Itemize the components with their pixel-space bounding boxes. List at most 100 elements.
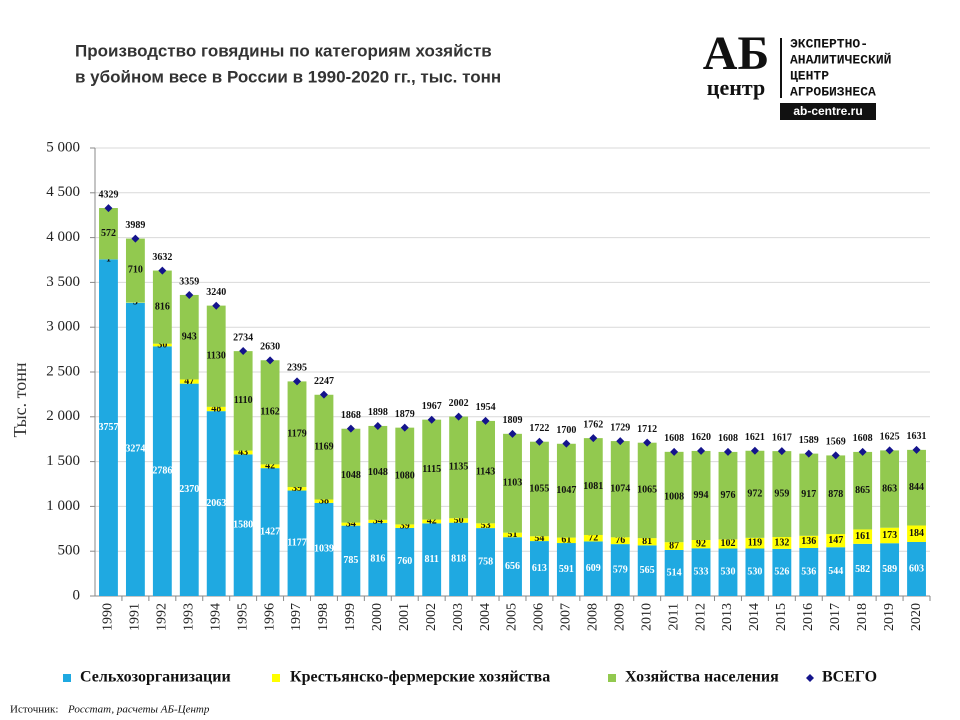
total-label: 1631 bbox=[907, 431, 927, 442]
bar-segment bbox=[233, 351, 253, 451]
total-marker bbox=[616, 437, 625, 446]
bar-segment bbox=[718, 548, 738, 596]
data-label: 844 bbox=[909, 482, 924, 493]
total-marker bbox=[131, 234, 140, 243]
x-tick-label: 2001 bbox=[397, 603, 412, 631]
data-label: 42 bbox=[427, 516, 437, 527]
y-tick-label: 2 000 bbox=[46, 408, 80, 424]
total-marker bbox=[508, 429, 517, 438]
x-tick-label: 1992 bbox=[155, 603, 170, 631]
data-label: 47 bbox=[184, 376, 194, 387]
data-label: 514 bbox=[667, 567, 682, 578]
bar-segment bbox=[907, 541, 926, 596]
bar-segment bbox=[772, 548, 792, 596]
bar-segment bbox=[556, 543, 576, 596]
y-tick-label: 0 bbox=[73, 587, 81, 603]
bar-segment bbox=[206, 406, 226, 412]
bar-segment bbox=[206, 411, 226, 596]
bar-segment bbox=[691, 548, 711, 596]
bar-segment bbox=[422, 419, 442, 520]
data-label: 609 bbox=[586, 563, 601, 574]
x-tick-label: 2009 bbox=[612, 603, 627, 631]
data-label: 184 bbox=[909, 528, 924, 539]
x-tick-label: 2004 bbox=[478, 603, 493, 631]
bar-segment bbox=[664, 549, 684, 596]
data-label: 865 bbox=[855, 485, 870, 496]
bar-segment bbox=[314, 499, 334, 503]
total-label: 1589 bbox=[799, 435, 819, 446]
bar-segment bbox=[260, 464, 280, 469]
data-label: 589 bbox=[882, 564, 897, 575]
total-label: 1608 bbox=[718, 433, 738, 444]
total-marker bbox=[104, 204, 113, 213]
total-label: 1625 bbox=[880, 432, 900, 443]
bar-segment bbox=[826, 455, 846, 535]
data-label: 994 bbox=[694, 490, 709, 501]
y-tick-label: 1 000 bbox=[46, 498, 80, 514]
data-label: 102 bbox=[720, 538, 735, 549]
bar-segment bbox=[853, 543, 873, 596]
x-tick-label: 2016 bbox=[801, 603, 816, 631]
bar-segment bbox=[341, 522, 361, 526]
bar-segment bbox=[718, 451, 738, 540]
source-text: Росстат, расчеты АБ-Центр bbox=[67, 704, 210, 716]
total-marker bbox=[427, 415, 436, 424]
total-marker bbox=[670, 447, 679, 456]
data-label: 591 bbox=[559, 564, 574, 575]
total-marker bbox=[697, 446, 706, 455]
bar-segment bbox=[691, 450, 711, 540]
bar-segment bbox=[503, 537, 522, 596]
total-label: 3989 bbox=[125, 220, 145, 231]
data-label: 2786 bbox=[152, 465, 172, 476]
bar-segment bbox=[233, 454, 253, 596]
data-label: 526 bbox=[774, 567, 789, 578]
data-label: 39 bbox=[400, 520, 410, 531]
x-tick-label: 1994 bbox=[208, 603, 223, 631]
bar-segment bbox=[530, 541, 549, 596]
x-tick-label: 2008 bbox=[586, 603, 601, 631]
data-label: 811 bbox=[424, 554, 438, 565]
bar-segment bbox=[772, 451, 792, 538]
bar-segment bbox=[826, 547, 846, 596]
data-label: 917 bbox=[801, 489, 816, 500]
x-tick-label: 2011 bbox=[666, 603, 681, 630]
bar-segment bbox=[341, 428, 361, 523]
total-marker bbox=[858, 447, 867, 456]
data-label: 572 bbox=[101, 228, 116, 239]
x-tick-label: 2018 bbox=[855, 603, 870, 631]
data-label: 48 bbox=[211, 403, 221, 414]
bar-segment bbox=[637, 442, 657, 539]
bar-segment bbox=[826, 534, 846, 548]
data-label: 816 bbox=[370, 554, 385, 565]
data-label: 1162 bbox=[260, 407, 279, 418]
bar-segment bbox=[179, 379, 199, 384]
total-label: 1868 bbox=[341, 410, 361, 421]
bar-segment bbox=[664, 451, 684, 543]
total-label: 2247 bbox=[314, 376, 334, 387]
bar-segment bbox=[907, 449, 926, 526]
total-label: 1569 bbox=[826, 437, 846, 448]
chart-title: Производство говядины по категориям хозя… bbox=[75, 41, 492, 60]
x-tick-label: 2007 bbox=[559, 603, 574, 631]
data-label: 972 bbox=[747, 489, 762, 500]
total-marker bbox=[589, 434, 598, 443]
total-label: 1621 bbox=[745, 432, 765, 443]
y-tick-label: 3 500 bbox=[46, 274, 80, 290]
data-label: 760 bbox=[397, 556, 412, 567]
legend-swatch bbox=[272, 674, 280, 682]
data-label: 1103 bbox=[503, 478, 522, 489]
bar-segment bbox=[610, 544, 630, 596]
bar-segment bbox=[610, 537, 630, 545]
bar-segment bbox=[152, 343, 172, 347]
bar-segment bbox=[691, 540, 711, 549]
data-label: 1427 bbox=[260, 526, 280, 537]
bar-segment bbox=[476, 528, 495, 596]
x-tick-label: 1999 bbox=[343, 603, 358, 631]
bar-segment bbox=[287, 490, 307, 596]
data-label: 536 bbox=[801, 566, 816, 577]
x-tick-label: 1998 bbox=[316, 603, 331, 631]
data-label: 1143 bbox=[476, 466, 495, 477]
bar-segment bbox=[449, 518, 469, 523]
bar-segment bbox=[476, 523, 495, 529]
x-tick-label: 2019 bbox=[882, 603, 897, 631]
